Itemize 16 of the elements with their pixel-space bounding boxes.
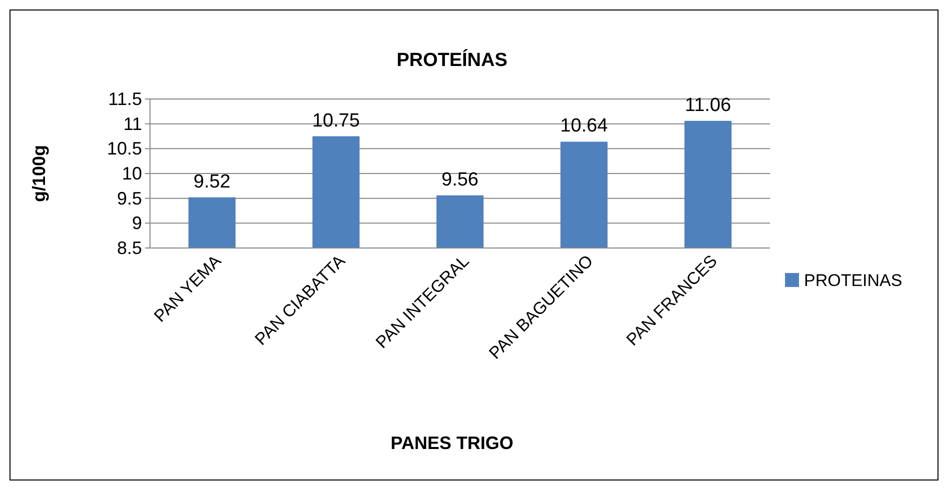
y-tick-label: 10.5 bbox=[106, 138, 142, 159]
legend-label: PROTEINAS bbox=[804, 271, 902, 290]
data-label: 9.52 bbox=[194, 171, 230, 192]
y-tick-label: 8.5 bbox=[116, 238, 142, 258]
chart-title: PROTEÍNAS bbox=[396, 49, 508, 71]
data-label: 9.56 bbox=[442, 169, 478, 190]
y-axis-title: g/100g bbox=[29, 144, 49, 202]
y-tick-label: 9 bbox=[132, 213, 142, 234]
y-tick-label: 9.5 bbox=[116, 188, 142, 208]
x-axis-title: PANES TRIGO bbox=[390, 433, 514, 453]
y-tick-label: 11 bbox=[123, 114, 142, 134]
y-tick-label: 11.5 bbox=[108, 89, 142, 109]
data-label: 11.06 bbox=[684, 94, 732, 116]
data-label: 10.75 bbox=[312, 110, 360, 132]
data-label: 10.64 bbox=[560, 116, 608, 137]
y-tick-label: 10 bbox=[122, 164, 142, 184]
